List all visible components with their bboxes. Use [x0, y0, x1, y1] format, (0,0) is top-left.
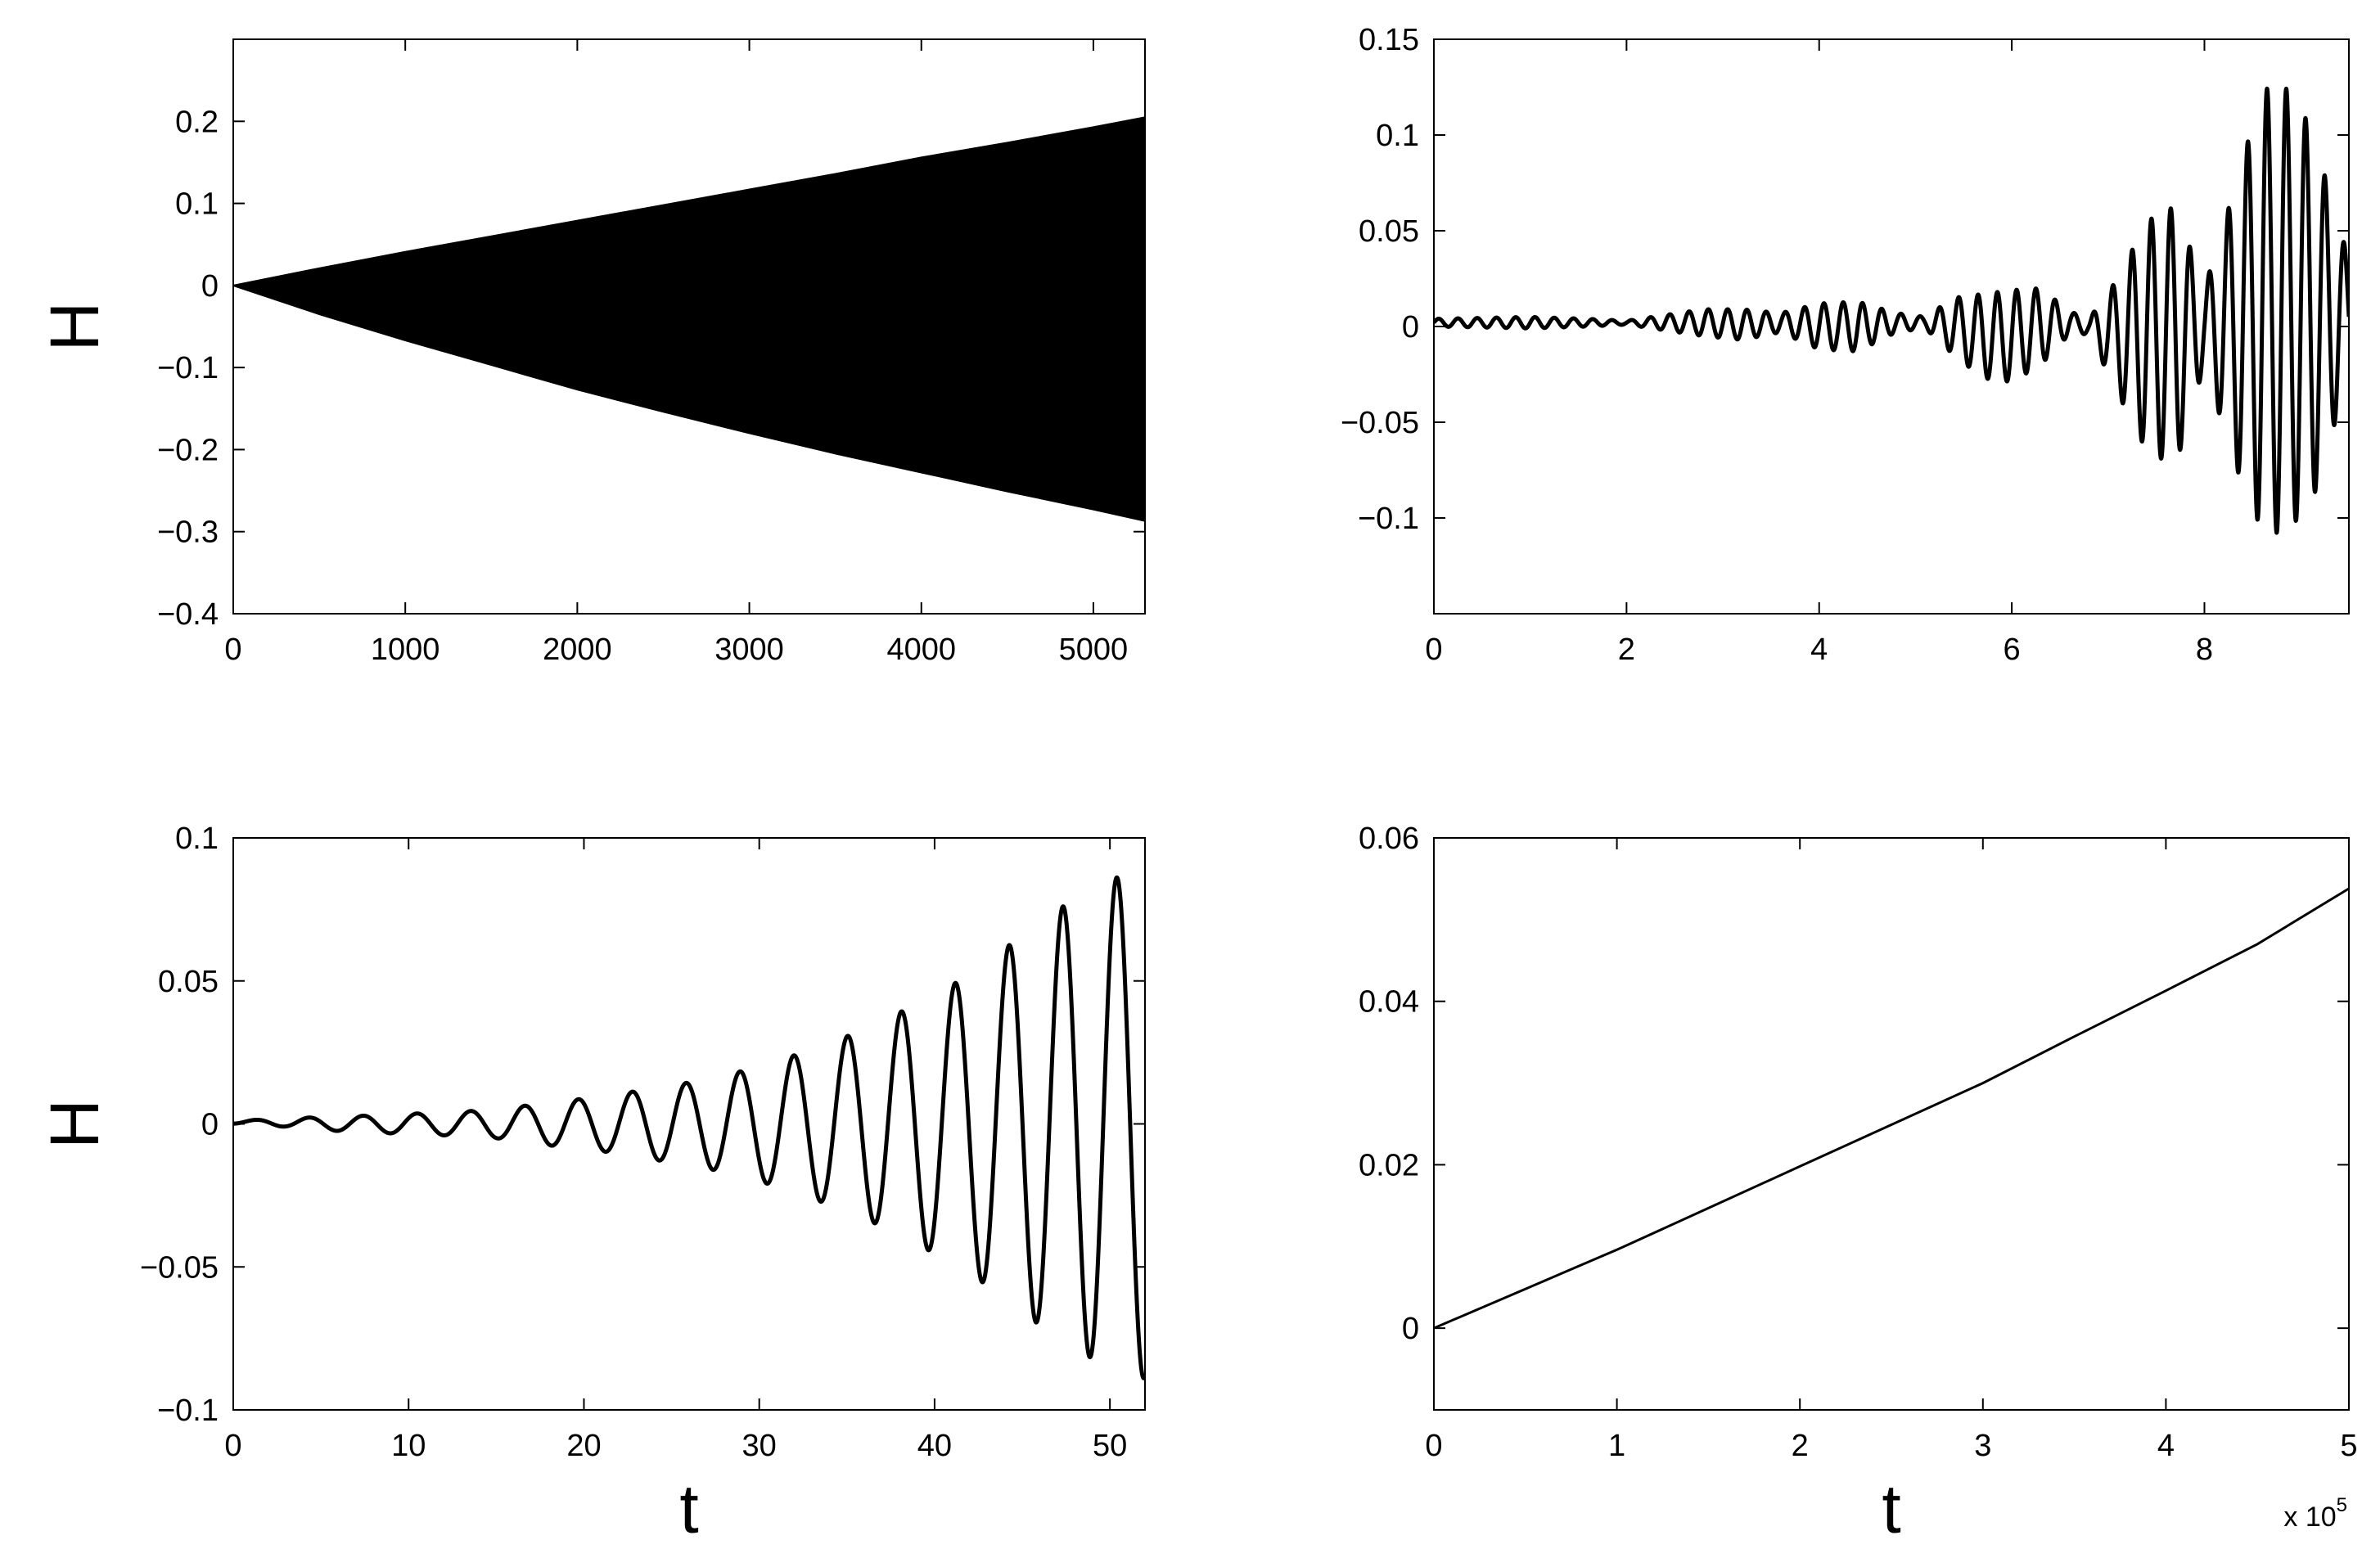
x-tick-label: 50: [1093, 1429, 1127, 1463]
y-tick-label: 0.02: [1359, 1148, 1419, 1182]
x-tick-label: 0: [1425, 633, 1442, 667]
axes-box: [1433, 837, 2350, 1411]
y-tick-label: 0: [201, 269, 219, 304]
series-oscillation-envelope: [233, 116, 1145, 522]
axes-box: [232, 38, 1146, 615]
y-tick-label: −0.05: [1341, 406, 1419, 440]
y-tick-label: −0.2: [157, 433, 219, 467]
y-tick-label: 0.06: [1359, 822, 1419, 856]
x-tick-label: 0: [1425, 1429, 1442, 1463]
y-tick-label: 0.1: [1376, 119, 1419, 153]
y-tick-label: −0.1: [1358, 502, 1419, 536]
chart-panel-bottom-left: 0 10 20 30 40 50 −0.1 −0.05 0 0.05 0.1 Ht: [36, 822, 1146, 1547]
x-tick-label: 4: [1810, 633, 1828, 667]
y-tick-label: 0.1: [175, 187, 219, 222]
y-axis-label: H: [36, 1099, 113, 1149]
x-axis-label: t: [679, 1470, 698, 1547]
x-tick-label: 2000: [543, 633, 612, 667]
x-tick-label: 2: [1792, 1429, 1809, 1463]
x-tick-label: 1000: [371, 633, 440, 667]
y-tick-label: −0.1: [157, 1394, 219, 1428]
y-tick-label: −0.4: [157, 597, 219, 632]
series-line: [1434, 86, 2349, 535]
x-tick-label: 3000: [714, 633, 784, 667]
y-tick-label: 0.05: [158, 965, 219, 999]
x-tick-label: 20: [566, 1429, 601, 1463]
y-tick-label: 0: [201, 1108, 219, 1142]
y-tick-label: 0.04: [1359, 985, 1419, 1020]
axes-box: [232, 837, 1146, 1411]
x-tick-label: 3: [1974, 1429, 1991, 1463]
axes-box: [1433, 38, 2350, 615]
x-tick-label: 6: [2004, 633, 2021, 667]
series-line: [233, 875, 1145, 1380]
x-tick-label: 4: [2157, 1429, 2175, 1463]
y-tick-label: 0.1: [175, 822, 219, 856]
x-tick-label: 5000: [1059, 633, 1129, 667]
x-axis-label: t: [1882, 1470, 1900, 1547]
y-tick-label: 0.05: [1359, 214, 1419, 249]
x-tick-label: 2: [1618, 633, 1635, 667]
y-tick-label: 0: [1402, 1312, 1419, 1346]
x-tick-label: 5: [2340, 1429, 2357, 1463]
chart-panel-top-left: 0 1000 2000 3000 4000 5000 −0.4 −0.3 −0.2 −0.1 0 0.…: [36, 38, 1146, 667]
y-axis-label: H: [36, 302, 113, 352]
x-tick-label: 10: [391, 1429, 426, 1463]
y-tick-label: 0.15: [1359, 23, 1419, 57]
x-tick-label: 40: [917, 1429, 952, 1463]
y-tick-label: −0.05: [140, 1250, 219, 1285]
x-tick-label: 8: [2196, 633, 2213, 667]
chart-panel-bottom-right: 0 1 2 3 4 5 0 0.02 0.04 0.06 t x 105: [1359, 822, 2358, 1547]
chart-panel-top-right: 0 2 4 6 8 −0.1 −0.05 0 0.05 0.1 0.15: [1341, 23, 2350, 667]
x-axis-multiplier: x 105: [2283, 1494, 2347, 1533]
y-tick-label: −0.3: [157, 516, 219, 550]
series-line: [1434, 887, 2349, 1330]
y-tick-label: 0.2: [175, 105, 219, 139]
x-tick-label: 0: [224, 633, 241, 667]
y-tick-label: 0: [1402, 310, 1419, 344]
x-tick-label: 4000: [886, 633, 956, 667]
y-tick-label: −0.1: [157, 351, 219, 385]
x-tick-label: 1: [1608, 1429, 1625, 1463]
x-tick-label: 0: [224, 1429, 241, 1463]
x-tick-label: 30: [742, 1429, 777, 1463]
